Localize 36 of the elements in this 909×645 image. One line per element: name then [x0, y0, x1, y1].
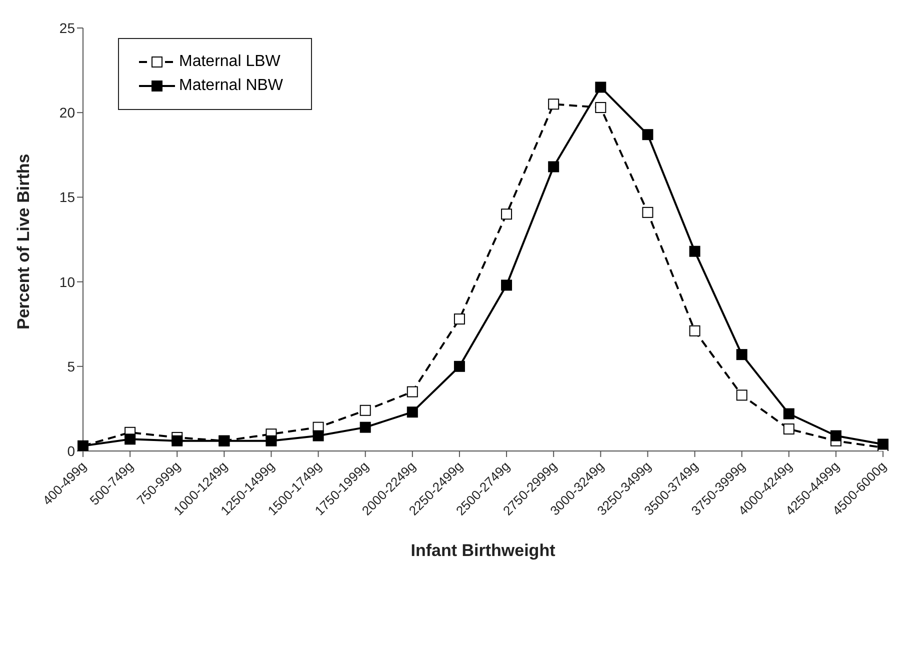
point — [878, 438, 888, 450]
point — [172, 435, 183, 446]
point — [595, 102, 606, 114]
point — [642, 206, 654, 218]
point — [312, 430, 324, 442]
point — [548, 98, 560, 110]
point — [124, 434, 136, 445]
legend-label: Maternal LBW — [179, 53, 280, 71]
y-tick-label: 20 — [59, 104, 76, 121]
x-axis-title: Infant Birthweight — [410, 541, 556, 560]
y-tick-label: 0 — [67, 442, 76, 459]
point — [783, 408, 794, 420]
y-tick-label: 5 — [67, 358, 76, 374]
point — [642, 129, 654, 140]
point — [595, 82, 606, 93]
point — [783, 424, 794, 435]
point — [406, 386, 418, 398]
point — [736, 390, 748, 401]
point — [266, 435, 277, 446]
point — [548, 161, 560, 172]
point — [689, 246, 700, 257]
point — [454, 314, 465, 325]
y-tick-label: 10 — [59, 274, 76, 290]
legend-label: Maternal NBW — [179, 77, 284, 95]
y-axis-title: Percent of Live Births — [14, 154, 34, 330]
point — [689, 325, 700, 336]
point — [830, 430, 842, 442]
point — [360, 422, 371, 433]
point — [406, 406, 418, 418]
point — [454, 360, 465, 372]
point — [501, 208, 512, 220]
y-tick-label: 25 — [59, 20, 76, 36]
point — [736, 349, 748, 360]
point — [360, 404, 371, 416]
point — [501, 280, 512, 291]
y-tick-label: 15 — [59, 189, 76, 206]
